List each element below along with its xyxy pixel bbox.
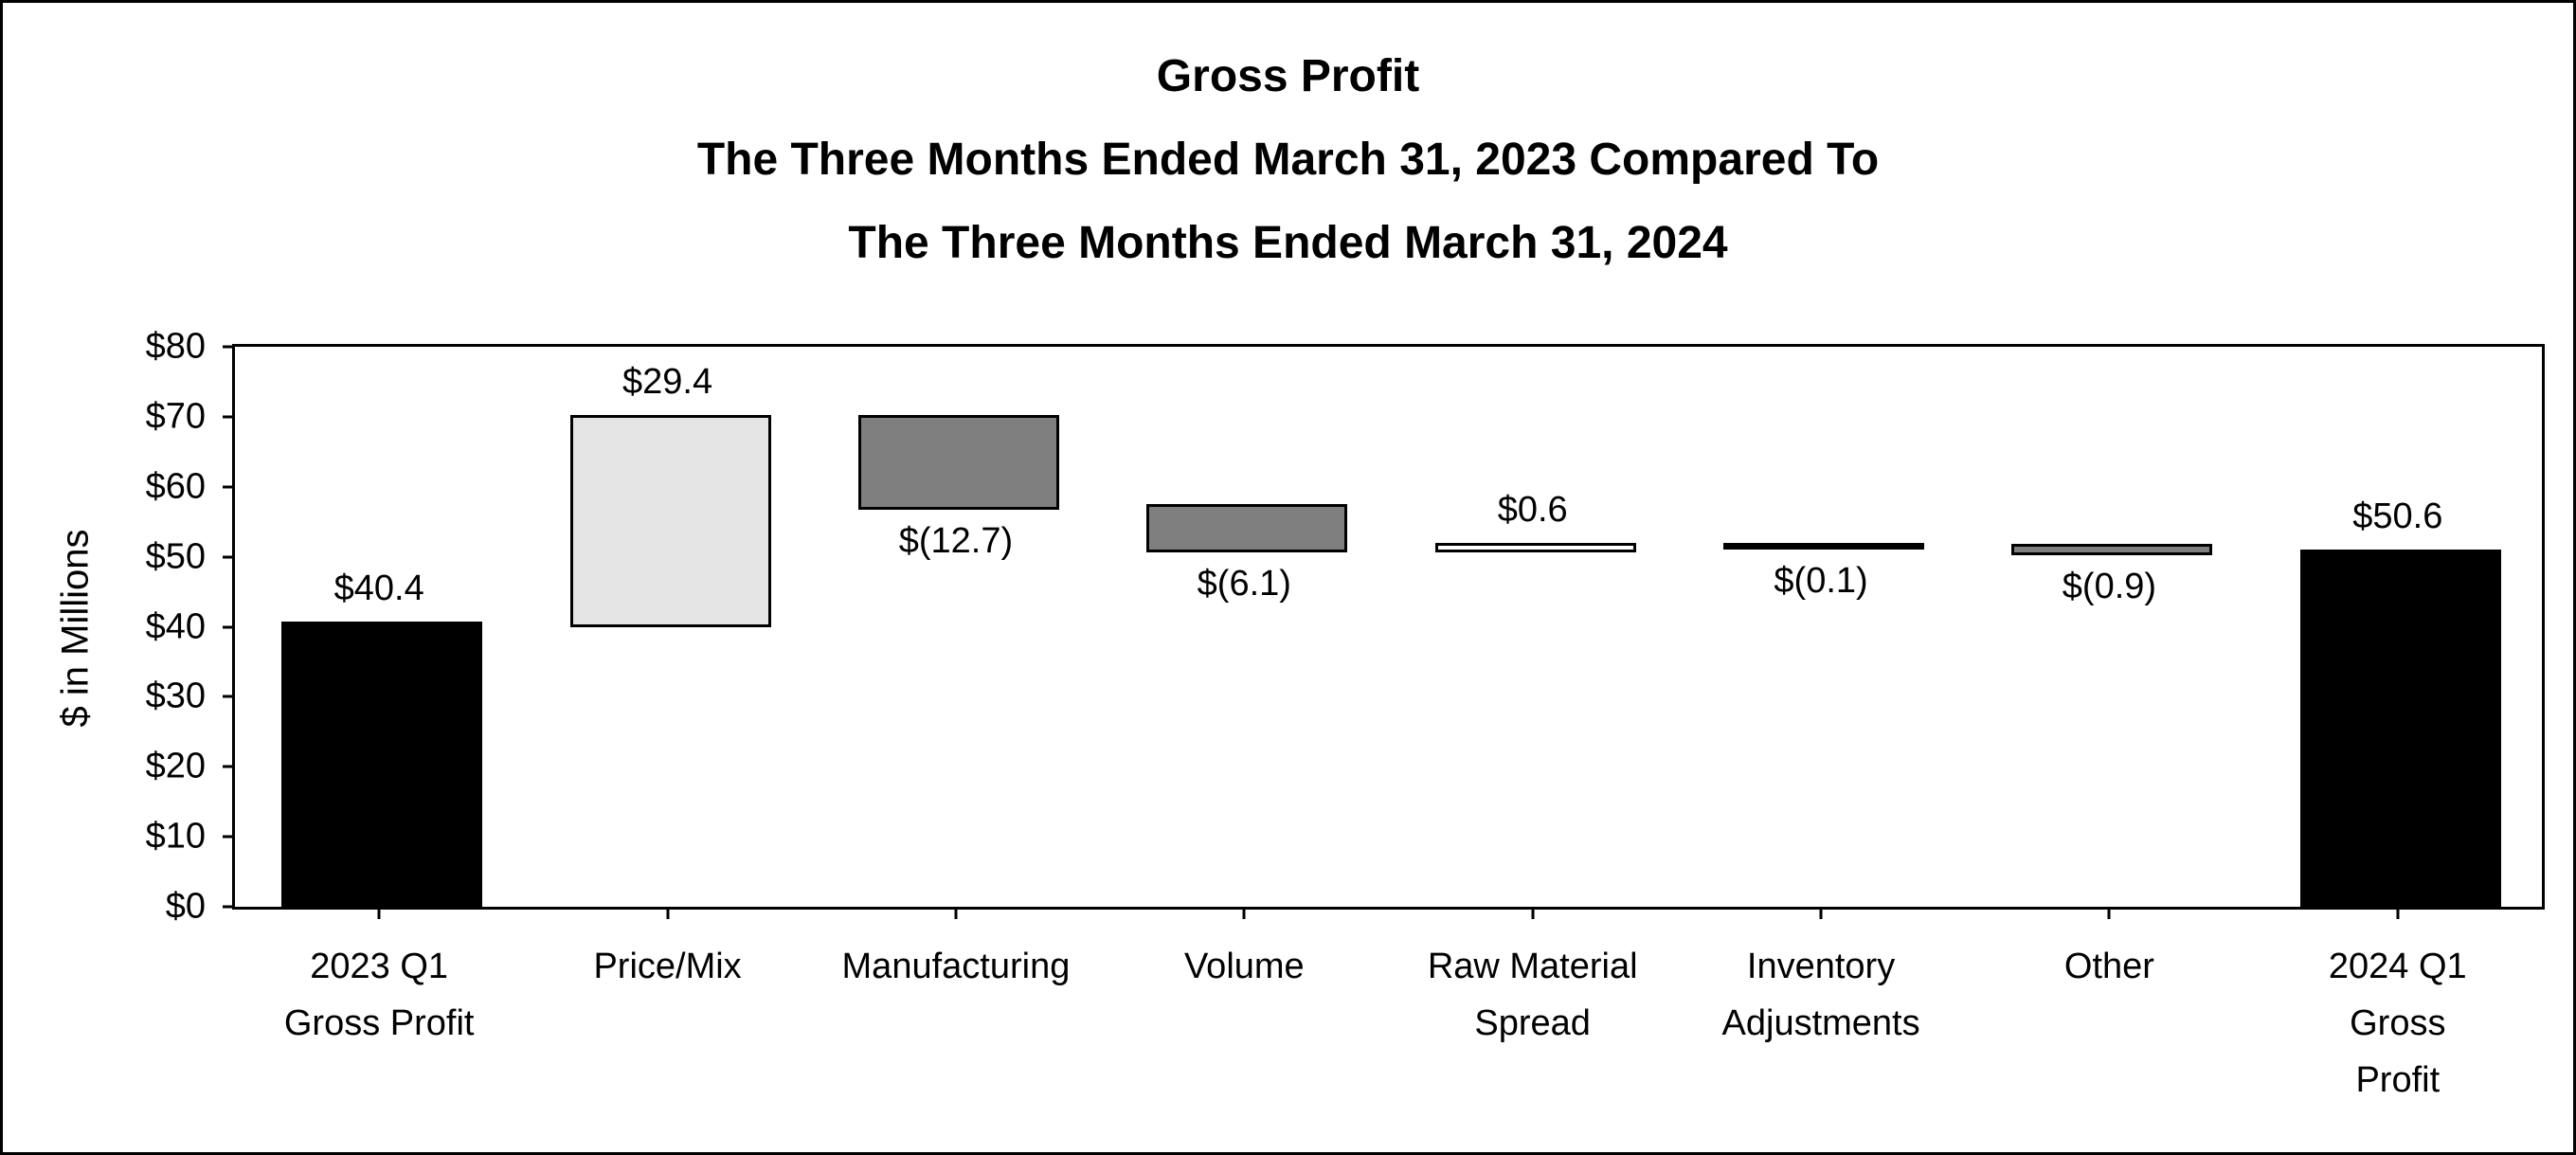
y-tick-label-60: $60 bbox=[145, 466, 206, 507]
category-label-raw-material-spread: Raw Material Spread bbox=[1353, 938, 1713, 1052]
y-tick-mark-10 bbox=[223, 835, 235, 839]
category-label-price-mix: Price/Mix bbox=[488, 938, 848, 995]
category-label-2024-q1-gross-profit-line-2: Gross bbox=[2350, 1003, 2446, 1043]
x-tick-mark-inventory-adjustments bbox=[1819, 907, 1823, 919]
category-label-2023-q1-gross-profit-line-1: 2023 Q1 bbox=[310, 947, 449, 986]
y-tick-mark-50 bbox=[223, 555, 235, 559]
y-tick-mark-60 bbox=[223, 485, 235, 489]
category-label-price-mix-line-1: Price/Mix bbox=[593, 947, 742, 986]
chart-title-line-3: The Three Months Ended March 31, 2024 bbox=[848, 218, 1728, 268]
y-tick-mark-0 bbox=[223, 905, 235, 909]
chart-title-line-1: Gross Profit bbox=[1156, 51, 1420, 101]
value-label-raw-material-spread: $0.6 bbox=[1497, 489, 1568, 530]
y-tick-label-40: $40 bbox=[145, 606, 206, 646]
y-tick-mark-80 bbox=[223, 345, 235, 349]
category-label-inventory-adjustments-line-2: Adjustments bbox=[1721, 1003, 1920, 1043]
category-label-2024-q1-gross-profit-line-3: Profit bbox=[2355, 1060, 2441, 1100]
y-tick-mark-30 bbox=[223, 695, 235, 698]
y-tick-label-20: $20 bbox=[145, 746, 206, 786]
category-label-inventory-adjustments: Inventory Adjustments bbox=[1641, 938, 2001, 1052]
category-label-raw-material-spread-line-2: Spread bbox=[1474, 1003, 1591, 1043]
category-label-other: Other bbox=[1929, 938, 2289, 995]
bar-volume bbox=[1146, 504, 1348, 553]
bar-price-mix bbox=[569, 415, 771, 627]
category-label-2023-q1-gross-profit: 2023 Q1 Gross Profit bbox=[199, 938, 559, 1052]
x-tick-mark-raw-material-spread bbox=[1531, 907, 1535, 919]
bar-other bbox=[2011, 543, 2213, 556]
value-label-inventory-adjustments: $(0.1) bbox=[1774, 560, 1868, 601]
x-tick-mark-other bbox=[2107, 907, 2111, 919]
chart-title: Gross Profit The Three Months Ended Marc… bbox=[3, 35, 2573, 285]
chart-title-line-2: The Three Months Ended March 31, 2023 Co… bbox=[696, 135, 1880, 185]
y-tick-mark-20 bbox=[223, 765, 235, 768]
value-label-2024-q1-gross-profit: $50.6 bbox=[2352, 496, 2443, 537]
x-tick-mark-manufacturing bbox=[954, 907, 958, 919]
bar-2024-q1-gross-profit bbox=[2299, 550, 2501, 910]
category-label-raw-material-spread-line-1: Raw Material bbox=[1427, 947, 1638, 986]
bar-2023-q1-gross-profit bbox=[281, 621, 483, 910]
plot-area: $0 $10 $20 $30 $40 $50 $60 $70 $80 $40.4 $29.4 $(12… bbox=[146, 327, 2545, 927]
y-tick-label-0: $0 bbox=[165, 886, 206, 927]
category-label-volume-line-1: Volume bbox=[1183, 947, 1305, 986]
x-tick-mark-2024-q1-gross-profit bbox=[2396, 907, 2400, 919]
category-label-volume: Volume bbox=[1064, 938, 1424, 995]
category-label-2024-q1-gross-profit: 2024 Q1 Gross Profit bbox=[2218, 938, 2573, 1109]
y-tick-mark-40 bbox=[223, 625, 235, 628]
bar-manufacturing bbox=[857, 415, 1059, 511]
x-tick-mark-price-mix bbox=[666, 907, 670, 919]
x-tick-mark-volume bbox=[1242, 907, 1246, 919]
y-tick-label-30: $30 bbox=[145, 676, 206, 716]
value-label-price-mix: $29.4 bbox=[622, 362, 713, 403]
value-label-other: $(0.9) bbox=[2062, 567, 2157, 607]
value-label-2023-q1-gross-profit: $40.4 bbox=[333, 568, 424, 608]
category-label-manufacturing: Manufacturing bbox=[776, 938, 1136, 995]
category-label-inventory-adjustments-line-1: Inventory bbox=[1746, 947, 1896, 986]
x-tick-mark-2023-q1-gross-profit bbox=[377, 907, 381, 919]
y-axis-title: $ in Millions bbox=[54, 529, 97, 728]
value-label-volume: $(6.1) bbox=[1197, 564, 1291, 605]
category-label-2023-q1-gross-profit-line-2: Gross Profit bbox=[283, 1003, 475, 1043]
y-tick-label-80: $80 bbox=[145, 326, 206, 367]
category-label-2024-q1-gross-profit-line-1: 2024 Q1 bbox=[2328, 947, 2467, 986]
y-tick-label-70: $70 bbox=[145, 396, 206, 437]
bar-inventory-adjustments bbox=[1723, 542, 1925, 550]
y-tick-label-50: $50 bbox=[145, 536, 206, 577]
category-label-manufacturing-line-1: Manufacturing bbox=[841, 947, 1071, 986]
bar-raw-material-spread bbox=[1434, 542, 1636, 553]
y-tick-label-10: $10 bbox=[145, 816, 206, 857]
value-label-manufacturing: $(12.7) bbox=[898, 521, 1014, 562]
y-tick-mark-70 bbox=[223, 415, 235, 419]
category-label-other-line-1: Other bbox=[2063, 947, 2154, 986]
